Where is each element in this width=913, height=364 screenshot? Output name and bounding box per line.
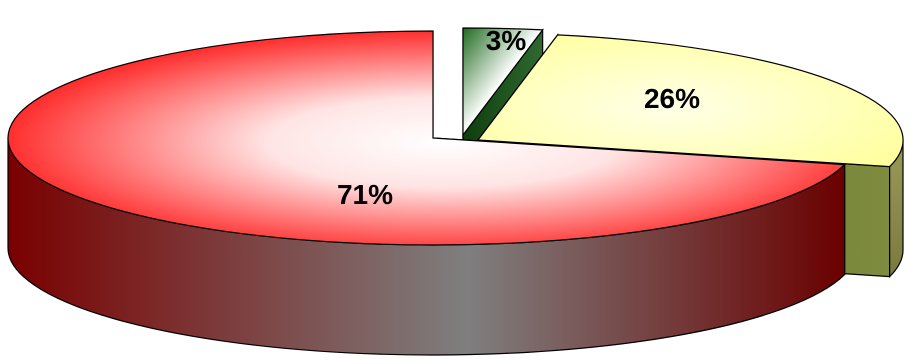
- pie-slice-2: [7, 30, 847, 356]
- pie-slice-label: 71%: [337, 179, 393, 210]
- pie-slice-top: [462, 27, 544, 137]
- pie-slice-label: 26%: [644, 83, 700, 114]
- pie-slice-top: [7, 30, 847, 246]
- pie-slice-top: [476, 34, 904, 168]
- pie-labels: 3% 26% 71%: [337, 25, 700, 210]
- pie-slices: [7, 27, 904, 356]
- pie-slice-label: 3%: [486, 25, 527, 56]
